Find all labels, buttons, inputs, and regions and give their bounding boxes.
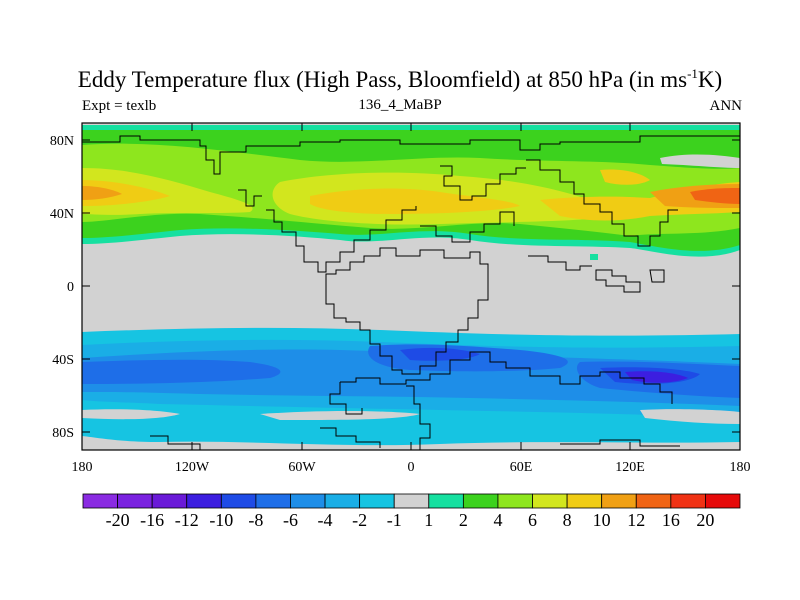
colorbar-swatch <box>220 493 257 509</box>
x-tick-marks <box>191 123 631 450</box>
colorbar-swatch <box>635 493 672 509</box>
title-text: Eddy Temperature flux (High Pass, Bloomf… <box>77 67 688 92</box>
colorbar-label: 20 <box>696 510 714 530</box>
colorbar-label: -10 <box>209 510 233 530</box>
colorbar-swatch <box>186 493 222 509</box>
x-tick-60e: 60E <box>510 460 533 475</box>
southern-flux-band <box>82 327 740 446</box>
colorbar-swatch <box>359 493 395 509</box>
colorbar-label: 6 <box>528 510 537 530</box>
colorbar-label: -2 <box>352 510 367 530</box>
y-tick-0: 0 <box>67 280 74 295</box>
colorbar-label: -20 <box>106 510 130 530</box>
colorbar-swatch <box>82 493 118 509</box>
colorbar-label: 8 <box>563 510 572 530</box>
x-tick-60w: 60W <box>288 460 316 475</box>
y-tick-marks <box>82 139 740 433</box>
title-superscript: -1 <box>687 66 698 81</box>
season-label: ANN <box>709 98 743 114</box>
x-tick-120w: 120W <box>175 460 210 475</box>
y-tick-80s: 80S <box>52 426 74 441</box>
colorbar-label: -12 <box>175 510 199 530</box>
case-label: 136_4_MaBP <box>358 97 442 113</box>
colorbar-label: 10 <box>593 510 611 530</box>
colorbar-swatch <box>255 493 291 509</box>
map-panel <box>82 123 740 450</box>
colorbar-swatch <box>601 493 637 509</box>
continent-outlines <box>82 135 740 450</box>
colorbar-swatch <box>428 493 464 509</box>
colorbar-label: 16 <box>662 510 680 530</box>
colorbar-label: -6 <box>283 510 298 530</box>
colorbar-label: -1 <box>387 510 402 530</box>
colorbar-swatch <box>497 493 533 509</box>
y-tick-40s: 40S <box>52 353 74 368</box>
title-unit-end: K) <box>697 67 723 92</box>
colorbar-swatch <box>566 493 603 509</box>
colorbar-swatch <box>324 493 361 509</box>
x-tick-180-left: 180 <box>72 460 93 475</box>
colorbar-label: 12 <box>627 510 645 530</box>
colorbar-label: -8 <box>248 510 263 530</box>
x-tick-120e: 120E <box>615 460 645 475</box>
colorbar-label: 2 <box>459 510 468 530</box>
colorbar-swatch <box>393 493 430 509</box>
y-tick-40n: 40N <box>50 207 74 222</box>
colorbar-swatch <box>532 493 568 509</box>
colorbar: -20 -16 -12 -10 -8 -6 -4 -2 -1 1 2 4 6 8 10 12 16 20 <box>82 493 741 530</box>
experiment-label: Expt = texlb <box>82 98 157 114</box>
colorbar-label: -16 <box>140 510 164 530</box>
colorbar-swatch <box>670 493 706 509</box>
colorbar-label: 4 <box>493 510 502 530</box>
y-tick-80n: 80N <box>50 134 74 149</box>
small-island-contour <box>590 254 598 260</box>
colorbar-swatch <box>705 493 741 509</box>
x-tick-0: 0 <box>408 460 415 475</box>
colorbar-swatch <box>290 493 326 509</box>
colorbar-label: 1 <box>424 510 433 530</box>
northern-flux-band <box>82 125 740 257</box>
map-title: Eddy Temperature flux (High Pass, Bloomf… <box>0 66 800 93</box>
x-tick-180-right: 180 <box>730 460 751 475</box>
colorbar-swatch <box>117 493 153 509</box>
colorbar-label: -4 <box>318 510 333 530</box>
colorbar-swatch <box>151 493 188 509</box>
colorbar-swatch <box>462 493 499 509</box>
